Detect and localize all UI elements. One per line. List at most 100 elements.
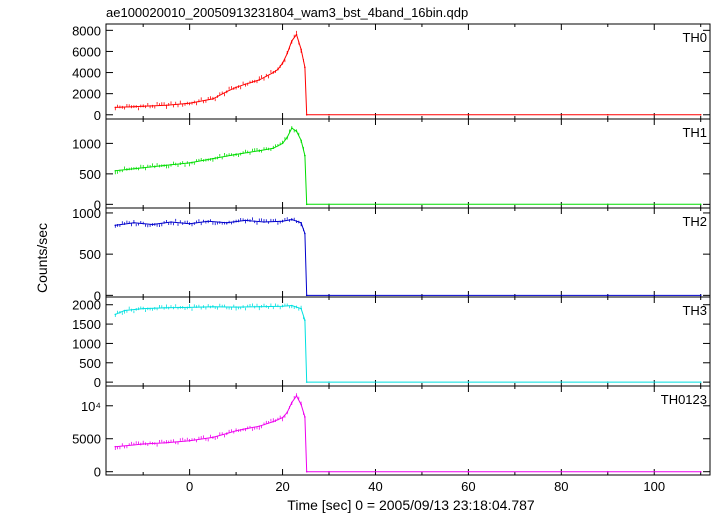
data-point: [272, 147, 275, 150]
data-point: [304, 154, 306, 157]
panel-th3: 0 500 1000 1500 2000 TH3: [72, 296, 711, 390]
data-point: [291, 218, 293, 221]
series-errorbars-th0123: [114, 393, 304, 450]
data-point: [300, 307, 302, 310]
y-tick-label: 4000: [72, 66, 101, 81]
y-tick-label: 500: [79, 356, 101, 371]
data-point: [114, 224, 117, 227]
panel-th2: 0 500 1000 TH2: [72, 206, 711, 303]
data-point: [212, 157, 214, 160]
data-point: [305, 203, 308, 206]
data-point: [142, 307, 144, 310]
data-point: [226, 90, 228, 93]
data-point: [244, 428, 247, 430]
series-errorbars-th0: [114, 30, 304, 111]
data-point: [277, 68, 279, 71]
y-tick-label: 1500: [72, 317, 101, 332]
data-point: [123, 309, 126, 312]
data-point: [235, 153, 237, 156]
data-point: [304, 66, 306, 69]
data-point: [699, 203, 702, 206]
panel-frame: [105, 118, 711, 209]
data-point: [300, 403, 302, 406]
data-point: [142, 105, 144, 108]
panel-th1: 0 500 1000 TH1: [72, 118, 711, 212]
x-axis-label: Time [sec] 0 = 2005/09/13 23:18:04.787: [287, 497, 535, 513]
data-point: [305, 113, 308, 116]
data-point: [281, 142, 284, 145]
data-point: [291, 401, 293, 404]
panel-label: TH0: [682, 30, 707, 45]
series-line-th2: [115, 218, 701, 296]
data-point: [467, 381, 470, 383]
data-point: [281, 416, 284, 419]
data-point: [165, 104, 168, 107]
data-point: [188, 162, 191, 164]
data-point: [304, 416, 306, 418]
data-point: [235, 430, 237, 432]
y-tick-label: 1000: [72, 206, 101, 221]
panel-th0123: 0 20 40 60 80 100 0 5000 10⁴ TH0123: [72, 385, 711, 494]
chart-title: ae100020010_20050913231804_wam3_bst_4ban…: [106, 5, 468, 20]
data-point: [151, 223, 154, 226]
data-point: [212, 98, 214, 100]
series-errorbars-th1: [114, 126, 304, 175]
data-point: [114, 313, 117, 316]
data-point: [328, 381, 330, 383]
data-point: [207, 220, 210, 222]
data-point: [188, 102, 191, 104]
data-point: [188, 222, 191, 225]
y-tick-label: 0: [94, 288, 101, 303]
panel-th0: 0 2000 4000 6000 8000 TH0: [72, 23, 711, 123]
data-point: [286, 411, 289, 414]
data-point: [281, 220, 284, 222]
data-point: [467, 470, 470, 473]
x-tick-label: 100: [643, 479, 665, 494]
data-point: [699, 113, 702, 116]
data-point: [606, 294, 609, 297]
series-line-th1: [115, 127, 701, 205]
data-point: [212, 305, 214, 308]
data-point: [142, 443, 144, 445]
data-point: [300, 139, 302, 142]
data-point: [467, 294, 470, 297]
y-tick-label: 2000: [72, 298, 101, 313]
data-point: [244, 219, 247, 222]
data-point: [272, 71, 275, 74]
data-point: [295, 33, 298, 36]
panel-label: TH1: [682, 125, 707, 140]
data-point: [300, 222, 302, 224]
data-point: [328, 294, 330, 297]
data-point: [300, 48, 302, 51]
series-errorbars-th3: [114, 303, 304, 320]
y-tick-label: 1000: [72, 136, 101, 151]
data-point: [235, 306, 237, 308]
data-point: [305, 294, 308, 297]
x-tick-label: 20: [275, 479, 289, 494]
y-tick-label: 2000: [72, 87, 101, 102]
data-point: [133, 222, 135, 224]
data-point: [606, 470, 609, 473]
y-axis-label: Counts/sec: [34, 223, 50, 293]
data-point: [281, 305, 284, 308]
data-point: [699, 470, 702, 473]
data-point: [291, 127, 293, 129]
data-point: [258, 425, 261, 428]
y-tick-label: 8000: [72, 23, 101, 38]
data-point: [188, 439, 191, 442]
data-point: [114, 106, 117, 109]
data-point: [291, 40, 293, 42]
data-point: [165, 307, 168, 309]
data-point: [467, 113, 470, 116]
y-tick-label: 0: [94, 108, 101, 123]
series-errorbars-th2: [114, 217, 304, 232]
x-tick-label: 60: [461, 479, 475, 494]
data-point: [272, 420, 275, 423]
data-point: [165, 164, 168, 167]
data-point: [328, 113, 330, 116]
panel-label: TH2: [682, 214, 707, 229]
data-point: [305, 470, 308, 473]
y-tick-label: 0: [94, 197, 101, 212]
